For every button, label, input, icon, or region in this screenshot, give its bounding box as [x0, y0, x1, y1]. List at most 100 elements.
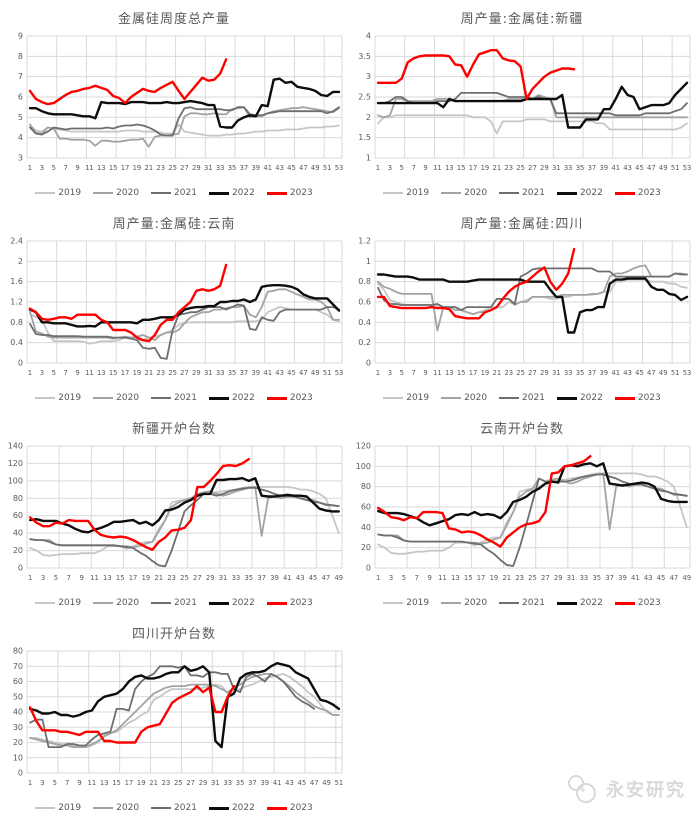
legend-swatch-2023	[266, 396, 287, 400]
x-tick-label: 53	[335, 164, 344, 172]
y-tick-label: 2	[18, 257, 23, 266]
x-tick-label: 25	[174, 779, 183, 787]
legend-year-label: 2021	[174, 188, 197, 198]
x-tick-label: 49	[334, 574, 343, 582]
legend-item-2022: 2022	[208, 188, 255, 198]
series-line-2020	[29, 672, 340, 748]
x-tick-label: 33	[564, 369, 573, 377]
series-line-2023	[376, 49, 576, 101]
y-tick-label: 20	[13, 738, 23, 747]
legend-item-2021: 2021	[499, 598, 545, 608]
x-tick-label: 3	[389, 574, 393, 582]
x-tick-label: 21	[493, 369, 502, 377]
x-tick-label: 19	[490, 574, 499, 582]
x-tick-label: 47	[647, 164, 656, 172]
x-tick-label: 25	[516, 369, 525, 377]
y-tick-label: 2.5	[358, 93, 371, 102]
legend-item-2022: 2022	[556, 188, 603, 198]
legend-year-label: 2020	[116, 393, 140, 403]
x-tick-label: 41	[611, 164, 620, 172]
x-tick-label: 23	[504, 164, 513, 172]
x-tick-label: 33	[223, 779, 232, 787]
x-tick-label: 37	[240, 164, 249, 172]
x-tick-label: 1	[376, 369, 380, 377]
x-tick-label: 29	[192, 164, 201, 172]
y-tick-label: 3.5	[358, 52, 371, 61]
legend-year-label: 2020	[464, 598, 488, 608]
y-tick-label: 1.5	[358, 133, 371, 142]
legend-year-label: 2019	[58, 803, 82, 813]
chart-legend: 2019 2020 2021 2022 2023	[348, 184, 696, 202]
x-tick-label: 11	[85, 369, 94, 377]
legend-item-2019: 2019	[383, 598, 429, 608]
legend-swatch-2023	[614, 396, 635, 400]
x-tick-label: 1	[28, 779, 32, 787]
x-tick-label: 43	[644, 574, 653, 582]
x-tick-label: 21	[145, 164, 154, 172]
x-tick-label: 3	[388, 369, 392, 377]
x-tick-label: 39	[270, 574, 279, 582]
series-line-2022	[28, 284, 341, 328]
chart-weekly-production-sichuan: 周产量:金属硅:四川 0 0.2 0.4 0.6 0.8 1 1.2 1 3 5 7 9 11 13 15 1…	[348, 205, 696, 410]
x-tick-label: 19	[142, 574, 151, 582]
x-tick-label: 49	[322, 779, 331, 787]
chart-legend: 2019 2020 2021 2022 2023	[0, 594, 348, 612]
y-tick-label: 9	[18, 32, 23, 41]
x-tick-label: 7	[411, 164, 415, 172]
series-line-2021	[29, 665, 316, 748]
legend-swatch-2023	[614, 601, 635, 605]
x-tick-label: 39	[599, 164, 608, 172]
x-tick-label: 45	[657, 574, 666, 582]
y-tick-label: 4	[366, 32, 371, 41]
legend-item-2023: 2023	[614, 393, 661, 403]
series-line-2021	[29, 303, 340, 360]
legend-year-label: 2020	[116, 598, 140, 608]
y-tick-label: 0.4	[10, 338, 23, 347]
x-tick-label: 53	[683, 164, 692, 172]
series-line-2019	[29, 123, 340, 137]
chart-title: 四川开炉台数	[131, 627, 216, 642]
y-tick-label: 60	[13, 677, 23, 686]
x-tick-label: 15	[112, 779, 121, 787]
legend-swatch-2021	[151, 192, 172, 194]
y-tick-label: 1	[366, 154, 371, 163]
x-tick-label: 13	[100, 779, 109, 787]
x-tick-label: 37	[605, 574, 614, 582]
legend-swatch-2021	[151, 602, 172, 604]
legend-item-2021: 2021	[499, 188, 545, 198]
legend-year-label: 2022	[231, 803, 255, 813]
chart-furnace-count-sichuan: 四川开炉台数 0 10 20 30 40 50 60 70 80 1 3 5 7 9 11 13 15 17 19 2…	[0, 615, 348, 820]
series-line-2022	[377, 462, 688, 527]
x-tick-label: 51	[335, 779, 344, 787]
legend-swatch-2020	[93, 397, 114, 399]
chart-title: 金属硅周度总产量	[117, 12, 230, 27]
legend-year-label: 2023	[637, 393, 661, 403]
y-tick-label: 4	[18, 133, 23, 142]
legend-item-2019: 2019	[383, 393, 429, 403]
series-line-2023	[29, 457, 251, 551]
y-tick-label: 30	[13, 723, 23, 732]
chart-canvas: 00.20.40.60.811.21 3 5 7 9 11 13 15 17 19 21 23 25 27…	[358, 237, 691, 377]
legend-item-2022: 2022	[208, 393, 255, 403]
legend-year-label: 2023	[637, 598, 661, 608]
y-tick-label: 0.4	[358, 318, 371, 327]
x-tick-label: 15	[116, 574, 125, 582]
chart-legend: 2019 2020 2021 2022 2023	[348, 594, 696, 612]
y-tick-label: 80	[13, 494, 23, 503]
legend-swatch-2020	[93, 602, 114, 604]
x-tick-label: 17	[129, 574, 138, 582]
x-tick-label: 9	[77, 779, 81, 787]
x-tick-label: 1	[28, 164, 32, 172]
y-tick-label: 0	[18, 769, 23, 778]
x-tick-label: 7	[415, 574, 419, 582]
legend-item-2021: 2021	[499, 393, 545, 403]
y-tick-label: 70	[13, 662, 23, 671]
y-tick-label: 120	[8, 459, 23, 468]
x-tick-label: 43	[296, 574, 305, 582]
x-tick-label: 11	[90, 574, 99, 582]
x-tick-label: 15	[109, 164, 118, 172]
x-tick-label: 33	[216, 164, 225, 172]
x-tick-label: 43	[623, 369, 632, 377]
series-line-2019	[377, 114, 688, 135]
y-tick-label: 0.8	[358, 277, 371, 286]
